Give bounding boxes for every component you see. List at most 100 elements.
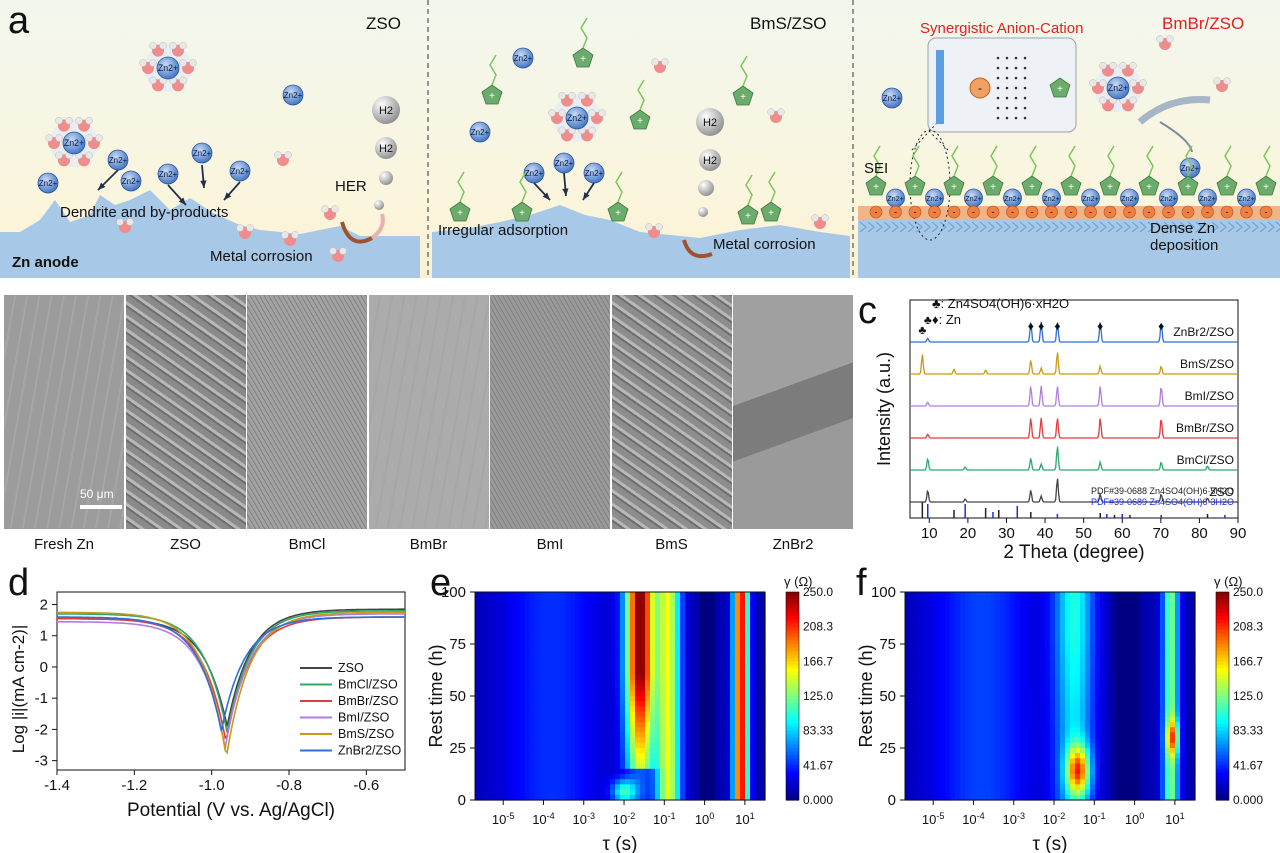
- heatmap-cell: [1115, 690, 1121, 697]
- heatmap-cell: [690, 696, 696, 702]
- sei-anion: [928, 205, 941, 219]
- heatmap-cell: [745, 654, 751, 661]
- heatmap-cell: [1095, 607, 1101, 614]
- heatmap-cell: [1030, 690, 1036, 697]
- heatmap-cell: [595, 659, 601, 666]
- heatmap-cell: [1160, 727, 1166, 733]
- heatmap-cell: [530, 748, 536, 754]
- heatmap-cell: [920, 659, 926, 666]
- heatmap-cell: [490, 664, 496, 671]
- heatmap-cell: [725, 638, 731, 645]
- heatmap-cell: [975, 654, 981, 661]
- heatmap-cell: [665, 696, 671, 702]
- heatmap-cell: [1055, 612, 1061, 619]
- adsorbed-cation: [1060, 175, 1082, 196]
- heatmap-cell: [1190, 664, 1196, 671]
- heatmap-cell: [920, 618, 926, 624]
- heatmap-cell: [990, 592, 996, 598]
- heatmap-cell: [1150, 680, 1156, 687]
- heatmap-cell: [985, 716, 991, 723]
- heatmap-cell: [1085, 722, 1091, 728]
- heatmap-cell: [1060, 670, 1066, 676]
- heatmap-cell: [1190, 602, 1196, 609]
- heatmap-cell: [495, 680, 501, 687]
- heatmap-cell: [1140, 670, 1146, 676]
- heatmap-cell: [1110, 748, 1116, 754]
- heatmap-cell: [725, 592, 731, 598]
- heatmap-cell: [1060, 659, 1066, 666]
- heatmap-cell: [1035, 737, 1041, 744]
- heatmap-cell: [680, 690, 686, 697]
- heatmap-cell: [605, 612, 611, 619]
- heatmap-cell: [675, 592, 681, 598]
- heatmap-cell: [990, 664, 996, 671]
- heatmap-cell: [1010, 649, 1016, 655]
- heatmap-cell: [1055, 727, 1061, 733]
- heatmap-cell: [715, 711, 721, 718]
- heatmap-cell: [1035, 742, 1041, 749]
- heatmap-cell: [535, 789, 541, 796]
- heatmap-cell: [1170, 659, 1176, 666]
- heatmap-cell: [1105, 716, 1111, 723]
- heatmap-cell: [990, 706, 996, 713]
- heatmap-cell: [975, 701, 981, 707]
- heatmap-cell: [525, 602, 531, 609]
- heatmap-cell: [965, 737, 971, 744]
- heatmap-cell: [670, 758, 676, 765]
- heatmap-cell: [1135, 638, 1141, 645]
- heatmap-cell: [530, 706, 536, 713]
- heatmap-cell: [620, 768, 626, 775]
- heatmap-cell: [925, 753, 931, 759]
- heatmap-cell: [560, 784, 566, 791]
- heatmap-cell: [1045, 732, 1051, 739]
- heatmap-cell: [1190, 638, 1196, 645]
- heatmap-cell: [550, 716, 556, 723]
- heatmap-cell: [540, 602, 546, 609]
- heatmap-cell: [1125, 768, 1131, 775]
- heatmap-cell: [625, 628, 631, 635]
- heatmap-cell: [630, 737, 636, 744]
- heatmap-cell: [1050, 722, 1056, 728]
- heatmap-cell: [565, 696, 571, 702]
- heatmap-cell: [1105, 774, 1111, 780]
- heatmap-cell: [480, 670, 486, 676]
- heatmap-cell: [665, 727, 671, 733]
- zn-deposit-chevron: [875, 221, 883, 233]
- heatmap-cell: [965, 680, 971, 687]
- heatmap-cell: [750, 638, 756, 645]
- heatmap-cell: [1180, 607, 1186, 614]
- heatmap-cell: [495, 638, 501, 645]
- heatmap-cell: [650, 644, 656, 650]
- heatmap-cell: [545, 706, 551, 713]
- xrd-xtick-label: 20: [960, 525, 977, 542]
- heatmap-cell: [495, 706, 501, 713]
- heatmap-cell: [680, 618, 686, 624]
- heatmap-cell: [625, 701, 631, 707]
- heatmap-cell: [745, 779, 751, 785]
- heatmap-cell: [640, 649, 646, 655]
- heatmap-cell: [495, 732, 501, 739]
- heatmap-cell: [1135, 768, 1141, 775]
- heatmap-cell: [640, 664, 646, 671]
- heatmap-cell: [520, 618, 526, 624]
- heatmap-cell: [980, 602, 986, 609]
- anion-charge: -: [1265, 207, 1268, 217]
- heatmap-cell: [620, 690, 626, 697]
- heatmap-cell: [1135, 758, 1141, 765]
- heatmap-cell: [1125, 675, 1131, 681]
- heatmap-cell: [1100, 716, 1106, 723]
- heatmap-cell: [1065, 628, 1071, 635]
- heatmap-cell: [1045, 649, 1051, 655]
- heatmap-cell: [600, 659, 606, 666]
- heatmap-cell: [660, 670, 666, 676]
- heatmap-cell: [475, 597, 481, 603]
- heatmap-cell: [1150, 602, 1156, 609]
- heatmap-cell: [1110, 701, 1116, 707]
- heatmap-cell: [1015, 685, 1021, 692]
- heatmap-cell: [560, 592, 566, 598]
- heatmap-cell: [1030, 597, 1036, 603]
- heatmap-cell: [490, 638, 496, 645]
- heatmap-cell: [1105, 722, 1111, 728]
- heatmap-cell: [1110, 711, 1116, 718]
- heatmap-cell: [540, 696, 546, 702]
